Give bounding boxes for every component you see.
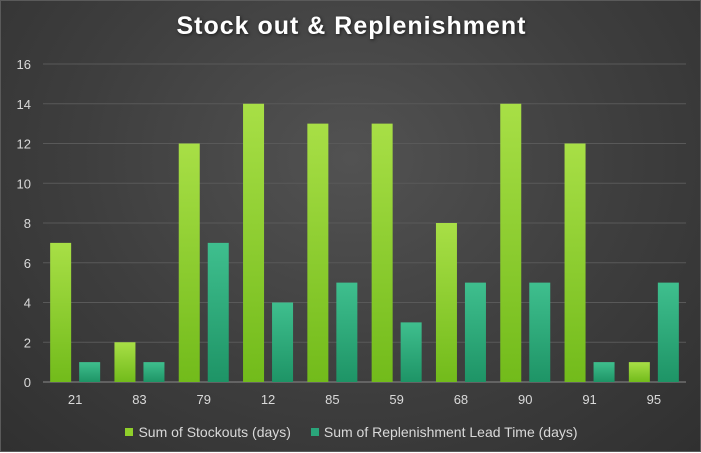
legend-label-stockouts: Sum of Stockouts (days) [138, 424, 291, 440]
bar-lead-time [400, 322, 422, 382]
chart-title: Stock out & Replenishment [176, 12, 527, 40]
y-tick-label: 12 [17, 137, 31, 152]
bar-lead-time [657, 282, 679, 382]
x-tick-label: 90 [518, 392, 532, 407]
x-tick-label: 79 [197, 392, 211, 407]
bar-lead-time [336, 282, 358, 382]
gridlines [43, 63, 686, 383]
legend-swatch-lead-time [310, 428, 319, 436]
bar-stockouts [307, 123, 329, 382]
bar-stockouts [243, 103, 265, 382]
bar-lead-time [79, 362, 101, 382]
bar-stockouts [371, 123, 393, 382]
bar-stockouts [628, 362, 650, 382]
bar-stockouts [178, 143, 200, 382]
x-tick-label: 85 [325, 392, 339, 407]
y-tick-label: 10 [17, 176, 31, 191]
x-tick-label: 83 [132, 392, 146, 407]
bar-stockouts [50, 242, 72, 382]
y-tick-label: 0 [24, 375, 31, 390]
x-tick-label: 91 [582, 392, 596, 407]
y-tick-label: 8 [24, 216, 31, 231]
bar-stockouts [435, 223, 457, 382]
bar-lead-time [464, 282, 486, 382]
y-tick-label: 14 [17, 97, 31, 112]
legend-swatch-stockouts [125, 428, 134, 436]
bar-lead-time [593, 362, 615, 382]
legend-item-stockouts: Sum of Stockouts (days) [125, 424, 291, 440]
y-tick-label: 2 [24, 335, 31, 350]
bar-lead-time [529, 282, 551, 382]
legend: Sum of Stockouts (days) Sum of Replenish… [1, 424, 701, 440]
bar-lead-time [143, 362, 165, 382]
bar-lead-time [207, 242, 229, 382]
bar-lead-time [272, 302, 294, 382]
x-tick-label: 12 [261, 392, 275, 407]
x-axis-ticks: 21 83 79 12 85 59 68 90 91 95 [68, 392, 661, 407]
y-tick-label: 4 [24, 296, 31, 311]
legend-item-lead-time: Sum of Replenishment Lead Time (days) [310, 424, 578, 440]
legend-label-lead-time: Sum of Replenishment Lead Time (days) [323, 424, 578, 440]
x-tick-label: 59 [389, 392, 403, 407]
bar-stockouts [114, 342, 136, 382]
y-tick-label: 16 [17, 57, 31, 72]
bars [50, 103, 679, 382]
x-tick-label: 95 [647, 392, 661, 407]
y-axis-ticks: 0 2 4 6 8 10 12 14 16 [17, 57, 31, 390]
bar-stockouts [564, 143, 586, 382]
x-tick-label: 68 [454, 392, 468, 407]
bar-stockouts [500, 103, 522, 382]
y-tick-label: 6 [24, 256, 31, 271]
x-tick-label: 21 [68, 392, 82, 407]
